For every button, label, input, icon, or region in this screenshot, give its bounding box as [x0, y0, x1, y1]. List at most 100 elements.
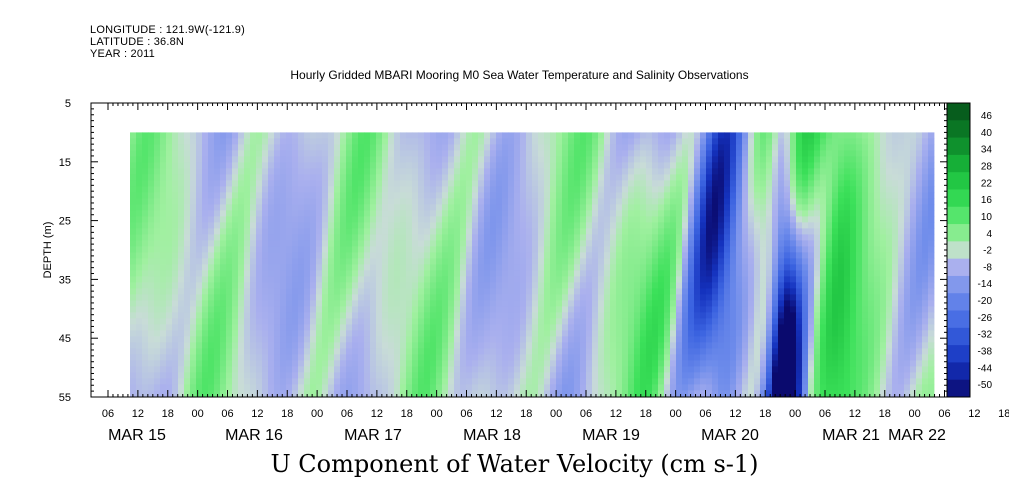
heatmap-cell — [508, 156, 515, 163]
heatmap-cell — [400, 360, 407, 367]
heatmap-cell — [322, 156, 329, 163]
heatmap-cell — [316, 282, 323, 289]
heatmap-cell — [658, 294, 665, 301]
heatmap-cell — [724, 258, 731, 265]
heatmap-cell — [280, 372, 287, 379]
heatmap-cell — [682, 144, 689, 151]
heatmap-cell — [130, 300, 137, 307]
heatmap-cell — [214, 222, 221, 229]
heatmap-cell — [724, 222, 731, 229]
heatmap-cell — [310, 366, 317, 373]
heatmap-cell — [664, 288, 671, 295]
heatmap-cell — [436, 378, 443, 385]
heatmap-cell — [748, 360, 755, 367]
heatmap-cell — [490, 180, 497, 187]
heatmap-cell — [346, 276, 353, 283]
heatmap-cell — [268, 372, 275, 379]
heatmap-cell — [238, 276, 245, 283]
heatmap-cell — [658, 276, 665, 283]
heatmap-cell — [358, 144, 365, 151]
heatmap-cell — [202, 246, 209, 253]
heatmap-cell — [388, 342, 395, 349]
heatmap-cell — [772, 192, 779, 199]
heatmap-cell — [364, 360, 371, 367]
heatmap-cell — [310, 138, 317, 145]
heatmap-cell — [310, 210, 317, 217]
heatmap-cell — [196, 216, 203, 223]
heatmap-cell — [382, 240, 389, 247]
heatmap-cell — [250, 324, 257, 331]
heatmap-cell — [382, 360, 389, 367]
heatmap-cell — [202, 276, 209, 283]
heatmap-cell — [400, 228, 407, 235]
heatmap-cell — [496, 372, 503, 379]
heatmap-cell — [700, 270, 707, 277]
heatmap-cell — [148, 222, 155, 229]
heatmap-cell — [712, 192, 719, 199]
heatmap-cell — [166, 282, 173, 289]
heatmap-cell — [724, 168, 731, 175]
heatmap-cell — [616, 288, 623, 295]
heatmap-cell — [178, 390, 185, 397]
heatmap-cell — [136, 348, 143, 355]
heatmap-cell — [550, 324, 557, 331]
heatmap-cell — [340, 138, 347, 145]
heatmap-cell — [706, 354, 713, 361]
heatmap-cell — [430, 354, 437, 361]
heatmap-cell — [520, 264, 527, 271]
heatmap-cell — [388, 366, 395, 373]
heatmap-cell — [460, 354, 467, 361]
heatmap-cell — [454, 150, 461, 157]
heatmap-cell — [784, 264, 791, 271]
heatmap-cell — [202, 222, 209, 229]
heatmap-cell — [346, 144, 353, 151]
heatmap-cell — [148, 192, 155, 199]
heatmap-cell — [148, 246, 155, 253]
heatmap-cell — [688, 132, 695, 139]
heatmap-cell — [322, 150, 329, 157]
heatmap-cell — [394, 150, 401, 157]
heatmap-cell — [760, 168, 767, 175]
heatmap-cell — [430, 156, 437, 163]
heatmap-cell — [766, 342, 773, 349]
heatmap-cell — [682, 270, 689, 277]
heatmap-cell — [382, 210, 389, 217]
heatmap-cell — [280, 366, 287, 373]
heatmap-cell — [436, 216, 443, 223]
heatmap-cell — [706, 174, 713, 181]
heatmap-cell — [586, 282, 593, 289]
heatmap-cell — [262, 246, 269, 253]
heatmap-cell — [412, 336, 419, 343]
heatmap-cell — [580, 216, 587, 223]
heatmap-cell — [388, 180, 395, 187]
heatmap-cell — [682, 198, 689, 205]
heatmap-cell — [286, 318, 293, 325]
heatmap-cell — [496, 138, 503, 145]
heatmap-cell — [706, 318, 713, 325]
heatmap-cell — [526, 174, 533, 181]
heatmap-cell — [712, 258, 719, 265]
heatmap-cell — [328, 132, 335, 139]
heatmap-cell — [718, 342, 725, 349]
heatmap-cell — [202, 240, 209, 247]
heatmap-cell — [130, 150, 137, 157]
heatmap-cell — [388, 318, 395, 325]
heatmap-cell — [358, 240, 365, 247]
heatmap-cell — [760, 246, 767, 253]
heatmap-cell — [328, 312, 335, 319]
heatmap-cell — [316, 354, 323, 361]
heatmap-cell — [610, 210, 617, 217]
heatmap-cell — [724, 252, 731, 259]
heatmap-cell — [178, 132, 185, 139]
heatmap-cell — [760, 156, 767, 163]
heatmap-cell — [172, 390, 179, 397]
heatmap-cell — [790, 288, 797, 295]
heatmap-cell — [484, 210, 491, 217]
heatmap-cell — [370, 390, 377, 397]
heatmap-cell — [364, 306, 371, 313]
heatmap-cell — [184, 342, 191, 349]
heatmap-cell — [772, 366, 779, 373]
heatmap-cell — [376, 150, 383, 157]
heatmap-cell — [604, 288, 611, 295]
heatmap-cell — [274, 282, 281, 289]
